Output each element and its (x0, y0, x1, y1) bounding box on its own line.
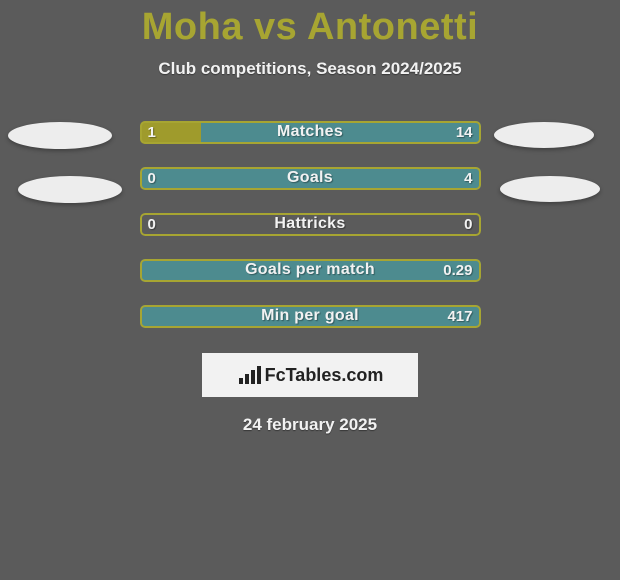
bar-label: Hattricks (140, 213, 481, 236)
comparison-bar: Goals per match0.29 (140, 259, 481, 282)
logo-text: FcTables.com (265, 365, 384, 386)
comparison-row: Hattricks0 0 (0, 201, 620, 247)
comparison-bar: Matches1 14 (140, 121, 481, 144)
comparison-bar: Min per goal417 (140, 305, 481, 328)
infographic-container: Moha vs Antonetti Club competitions, Sea… (0, 0, 620, 580)
logo-box: FcTables.com (202, 353, 418, 397)
date-label: 24 february 2025 (0, 415, 620, 435)
page-title: Moha vs Antonetti (0, 0, 620, 49)
bar-label: Matches (140, 121, 481, 144)
comparison-row: Goals per match0.29 (0, 247, 620, 293)
value-right: 4 (464, 167, 472, 190)
comparison-bar: Goals0 4 (140, 167, 481, 190)
decoration-ellipse (500, 176, 600, 202)
comparison-row: Min per goal417 (0, 293, 620, 339)
value-left: 0 (148, 213, 156, 236)
decoration-ellipse (8, 122, 112, 149)
value-left: 1 (148, 121, 156, 144)
subtitle: Club competitions, Season 2024/2025 (0, 59, 620, 79)
value-left: 0 (148, 167, 156, 190)
bar-label: Goals per match (140, 259, 481, 282)
comparison-bar: Hattricks0 0 (140, 213, 481, 236)
decoration-ellipse (18, 176, 122, 203)
chart-icon (237, 364, 263, 386)
bar-label: Min per goal (140, 305, 481, 328)
value-right: 0.29 (443, 259, 472, 282)
decoration-ellipse (494, 122, 594, 148)
value-right: 417 (447, 305, 472, 328)
bar-label: Goals (140, 167, 481, 190)
value-right: 14 (456, 121, 473, 144)
value-right: 0 (464, 213, 472, 236)
